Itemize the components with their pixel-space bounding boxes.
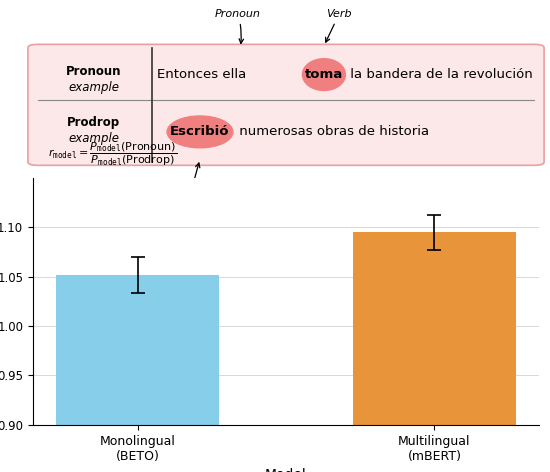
Ellipse shape [302,59,345,91]
Text: example: example [68,81,119,94]
Text: Entonces ella: Entonces ella [157,68,250,81]
Text: Pronoun: Pronoun [215,9,261,43]
Bar [353,232,516,472]
Text: numerosas obras de historia: numerosas obras de historia [235,126,430,138]
X-axis label: Model: Model [265,468,307,472]
Text: Verb: Verb [326,9,352,42]
Text: Verb: Verb [177,163,202,201]
Text: Pronoun: Pronoun [66,65,122,78]
Text: Prodrop: Prodrop [67,116,120,129]
Ellipse shape [167,116,233,148]
Bar [56,275,219,472]
Text: example: example [68,132,119,145]
FancyBboxPatch shape [28,44,544,165]
Text: Escribió: Escribió [170,126,230,138]
Text: $r_\mathtt{model} = \dfrac{P_\mathtt{model}(\mathrm{Pronoun})}{P_\mathtt{model}(: $r_\mathtt{model} = \dfrac{P_\mathtt{mod… [48,141,177,168]
Text: la bandera de la revolución: la bandera de la revolución [346,68,532,81]
Text: toma: toma [305,68,343,81]
